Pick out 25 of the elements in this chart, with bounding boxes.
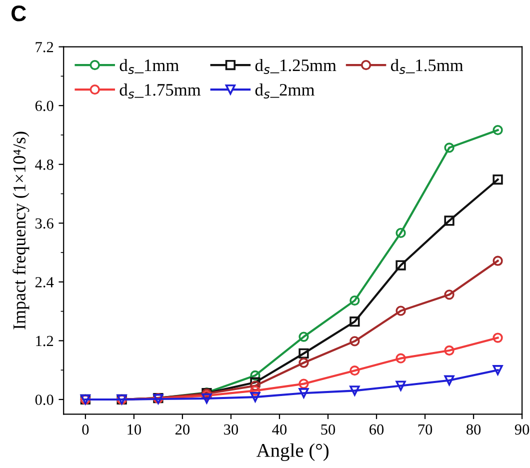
legend-label: d$_{s}$_1.25mm: [255, 58, 336, 74]
x-tick-label: 60: [370, 424, 384, 435]
x-tick-label: 80: [466, 424, 481, 435]
x-tick-label: 70: [418, 424, 432, 435]
x-tick-label: 50: [321, 424, 336, 435]
y-tick-label: 2.4: [35, 277, 54, 288]
x-tick-label: 30: [224, 424, 238, 435]
y-tick-label: 0.0: [35, 394, 54, 406]
legend-label: d$_{s}$_1.75mm: [120, 83, 201, 99]
x-tick-label: 10: [128, 424, 141, 435]
y-tick-label: 7.2: [36, 42, 54, 52]
y-tick-label: 3.6: [36, 218, 54, 229]
y-tick-label: 6.0: [35, 100, 54, 112]
legend-label: d$_{s}$_2mm: [255, 83, 314, 99]
x-tick-label: 40: [272, 424, 287, 435]
x-tick-label: 20: [175, 424, 190, 435]
y-axis-title: Impact frequency (1×10⁴/s): [12, 132, 30, 330]
legend-label: d$_{s}$_1mm: [120, 58, 179, 74]
x-tick-label: 90: [514, 424, 530, 435]
y-tick-label: 4.8: [35, 160, 54, 170]
y-tick-label: 1.2: [36, 336, 54, 346]
x-axis-title: Angle (°): [256, 443, 329, 461]
x-tick-label: 0: [82, 424, 89, 435]
text: C: [12, 6, 26, 22]
legend-label: d$_{s}$_1.5mm: [390, 58, 464, 74]
